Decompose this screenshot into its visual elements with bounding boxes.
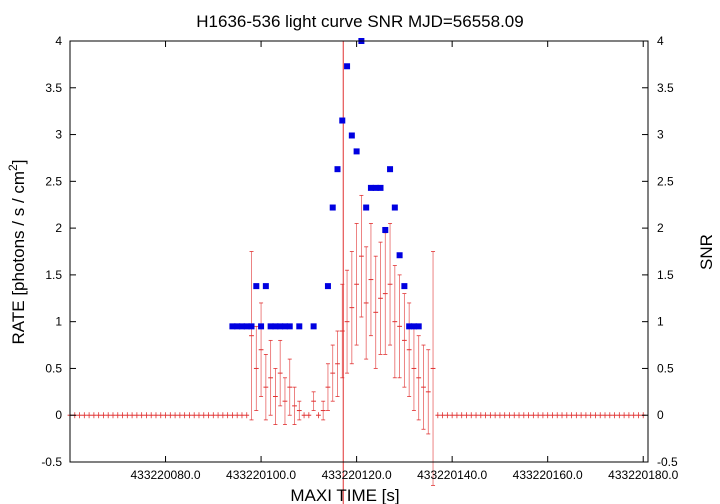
- snr-point: [377, 184, 384, 191]
- y2-tick-label: 3: [657, 128, 664, 142]
- rate-series: [67, 194, 646, 486]
- snr-point: [382, 226, 389, 233]
- y2-tick-label: 0.5: [657, 361, 674, 375]
- snr-point: [410, 323, 417, 330]
- x-tick-label: 433220160.0: [513, 468, 583, 482]
- x-tick-label: 433220120.0: [322, 468, 392, 482]
- x-axis-title: MAXI TIME [s]: [290, 486, 399, 504]
- snr-point: [334, 166, 341, 173]
- y-tick-label: 0.5: [45, 361, 62, 375]
- snr-point: [339, 117, 346, 124]
- snr-point: [272, 323, 279, 330]
- y-tick-label: 2.5: [45, 174, 62, 188]
- snr-point: [310, 323, 317, 330]
- y2-tick-label: -0.5: [657, 455, 678, 469]
- plot-frame: [69, 40, 649, 463]
- y-tick-label: 0: [55, 408, 62, 422]
- y-tick-label: 4: [55, 34, 62, 48]
- y2-tick-label: 2: [657, 221, 664, 235]
- snr-point: [238, 323, 245, 330]
- x-tick-label: 433220180.0: [608, 468, 678, 482]
- axis-ticks: -0.5 0 0.5 1 1.5 2 2.5 3 3.5 4 -0.5 0 0.5 1 1.5 2 2.5 3 3.…: [41, 34, 678, 482]
- y-tick-label: 3.5: [45, 81, 62, 95]
- snr-point: [243, 323, 250, 330]
- y2-tick-label: 0: [657, 408, 664, 422]
- snr-point: [406, 323, 413, 330]
- snr-point: [391, 204, 398, 211]
- snr-point: [401, 283, 408, 290]
- snr-point: [262, 283, 269, 290]
- x-tick-label: 433220140.0: [417, 468, 487, 482]
- y2-tick-label: 3.5: [657, 81, 674, 95]
- snr-point: [329, 204, 336, 211]
- y-axis-title-main: RATE [photons / s / cm: [9, 171, 28, 345]
- y-tick-label: 3: [55, 128, 62, 142]
- y-axis-title-sup: 2: [6, 164, 20, 171]
- y-tick-label: 1.5: [45, 268, 62, 282]
- y-tick-label: 1: [55, 315, 62, 329]
- snr-point: [277, 323, 284, 330]
- y-axis-title-close: ]: [9, 160, 28, 165]
- snr-point: [344, 63, 351, 70]
- y2-axis-title: SNR: [697, 234, 716, 270]
- snr-point: [281, 323, 288, 330]
- x-tick-label: 433220100.0: [226, 468, 296, 482]
- snr-point: [267, 323, 274, 330]
- y-tick-label: 2: [55, 221, 62, 235]
- y2-tick-label: 1: [657, 315, 664, 329]
- y2-tick-label: 4: [657, 34, 664, 48]
- snr-point: [248, 323, 255, 330]
- snr-series: [229, 38, 422, 330]
- x-tick-label: 433220080.0: [130, 468, 200, 482]
- snr-point: [234, 323, 241, 330]
- snr-point: [415, 323, 422, 330]
- chart-title: H1636-536 light curve SNR MJD=56558.09: [196, 12, 523, 31]
- snr-point: [229, 323, 236, 330]
- snr-point: [367, 184, 374, 191]
- snr-point: [296, 323, 303, 330]
- y2-tick-label: 2.5: [657, 174, 674, 188]
- snr-point: [286, 323, 293, 330]
- snr-point: [348, 132, 355, 139]
- snr-point: [353, 148, 360, 155]
- snr-point: [387, 166, 394, 173]
- snr-point: [396, 252, 403, 259]
- y2-tick-label: 1.5: [657, 268, 674, 282]
- snr-point: [258, 323, 265, 330]
- snr-point: [363, 204, 370, 211]
- y-axis-title: RATE [photons / s / cm2]: [6, 160, 28, 345]
- snr-point: [253, 283, 260, 290]
- y-tick-label: -0.5: [41, 455, 62, 469]
- snr-point: [372, 184, 379, 191]
- snr-point: [324, 283, 331, 290]
